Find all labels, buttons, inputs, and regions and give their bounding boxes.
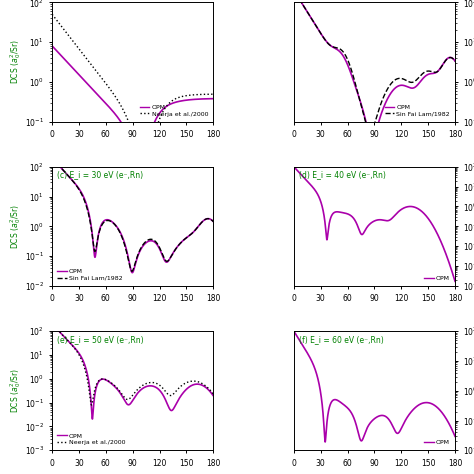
Legend: OPM, Sin Fai Lam/1982: OPM, Sin Fai Lam/1982 [383,103,452,118]
Text: (d) E_i = 40 eV (e⁻,Rn): (d) E_i = 40 eV (e⁻,Rn) [299,170,385,179]
Legend: OPM: OPM [422,438,452,447]
Legend: OPM, Neerja et al./2000: OPM, Neerja et al./2000 [55,431,128,447]
Legend: OPM: OPM [422,273,452,283]
Y-axis label: DCS ($a_0^2$/Sr): DCS ($a_0^2$/Sr) [9,204,23,249]
Y-axis label: DCS ($a_0^2$/Sr): DCS ($a_0^2$/Sr) [9,39,23,84]
Text: (e) E_i = 50 eV (e⁻,Rn): (e) E_i = 50 eV (e⁻,Rn) [57,335,144,344]
Y-axis label: DCS ($a_0^2$/Sr): DCS ($a_0^2$/Sr) [8,368,23,413]
Text: (f) E_i = 60 eV (e⁻,Rn): (f) E_i = 60 eV (e⁻,Rn) [299,335,383,344]
Legend: OPM, Neerja et al./2000: OPM, Neerja et al./2000 [138,103,210,118]
Legend: OPM, Sin Fai Lam/1982: OPM, Sin Fai Lam/1982 [55,267,125,283]
Text: (c) E_i = 30 eV (e⁻,Rn): (c) E_i = 30 eV (e⁻,Rn) [57,170,143,179]
